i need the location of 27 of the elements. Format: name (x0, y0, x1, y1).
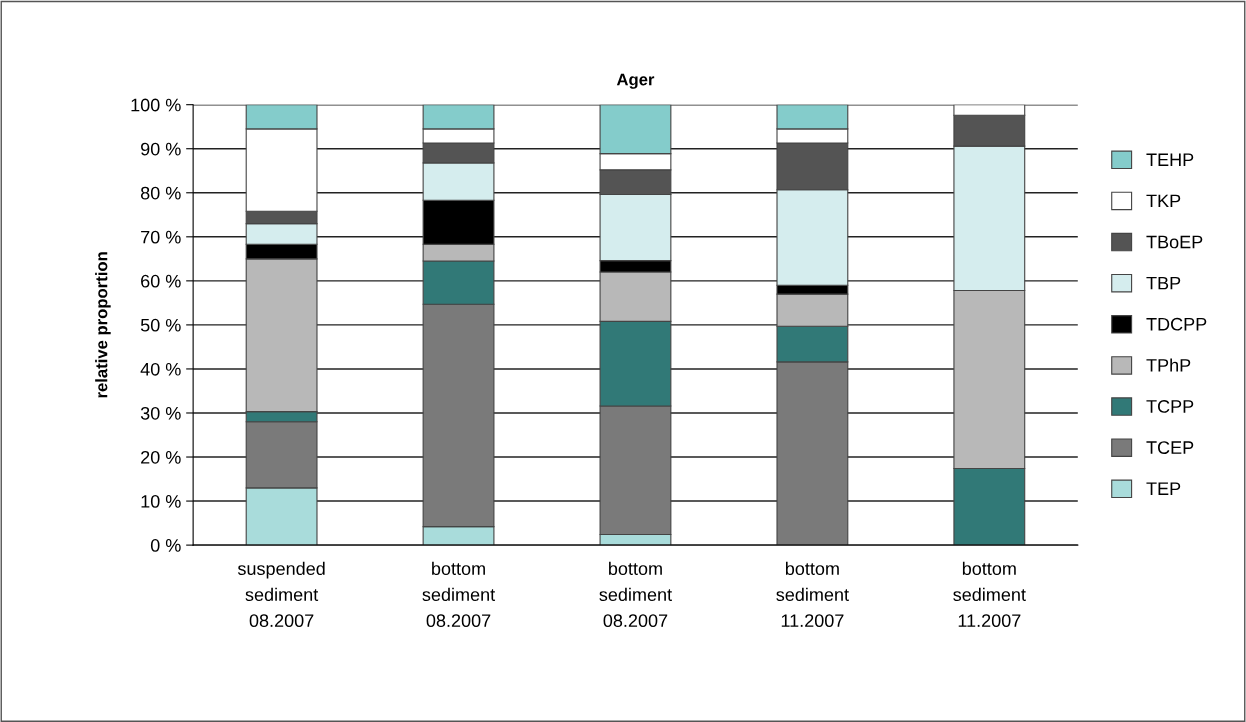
legend-label: TEP (1146, 482, 1181, 495)
y-tick-label: 60 % (141, 274, 181, 288)
x-tick-label: suspended sediment 08.2007 (237, 561, 325, 628)
y-tick-label: 30 % (140, 406, 181, 420)
legend-label: TKP (1146, 194, 1181, 208)
legend-label: TPhP (1146, 358, 1191, 372)
legend-label: TCEP (1146, 441, 1194, 454)
y-tick-label: 70 % (141, 230, 181, 244)
y-tick-label: 20 % (141, 450, 181, 464)
x-tick-label: bottom sediment 11.2007 (953, 561, 1026, 628)
legend-label: TDCPP (1146, 317, 1207, 331)
legend-label: TBP (1146, 276, 1181, 290)
x-tick-label: bottom sediment 08.2007 (599, 561, 672, 628)
y-tick-label: 0 % (150, 539, 181, 552)
y-tick-label: 40 % (140, 362, 181, 376)
legend-label: TCPP (1146, 400, 1194, 413)
x-tick-label: bottom sediment 11.2007 (776, 561, 849, 628)
legend-label: TBoEP (1146, 235, 1203, 249)
y-tick-label: 80 % (140, 186, 181, 200)
y-axis-title: relative proportion (95, 252, 111, 398)
y-tick-label: 10 % (141, 495, 181, 508)
y-tick-label: 50 % (140, 318, 181, 332)
chart-title: Ager (616, 73, 655, 89)
x-tick-label: bottom sediment 08.2007 (422, 561, 496, 628)
y-tick-label: 100 % (131, 98, 181, 112)
legend-label: TEHP (1146, 153, 1194, 166)
y-tick-label: 90 % (141, 142, 181, 156)
